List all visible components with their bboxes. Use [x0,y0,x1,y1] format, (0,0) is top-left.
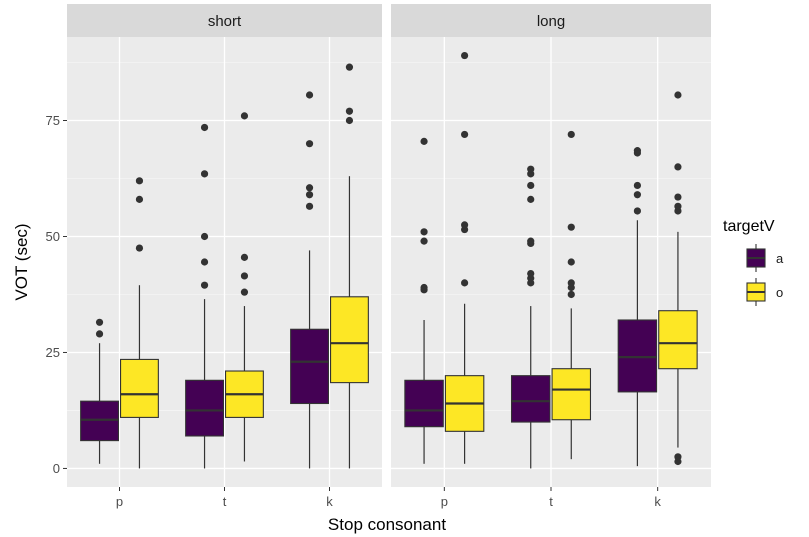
x-axis-title: Stop consonant [328,515,446,534]
box-t-o [225,112,264,462]
box-body [290,328,329,405]
outlier-point [527,269,535,278]
box-k-o [658,91,698,466]
outlier-point [674,453,682,461]
outlier-point [567,279,575,287]
outlier-point [527,195,535,203]
outlier-point [200,281,209,289]
outlier-point [633,207,642,215]
box-t-o [551,130,592,460]
outlier-point [135,177,144,185]
y-tick-label: 25 [46,345,60,360]
outlier-point [420,137,428,145]
facet-label: long [537,13,565,30]
outlier-point [567,223,575,231]
x-tick-label: t [223,494,227,509]
box-body [185,379,224,437]
legend-label: o [776,285,783,300]
facet-panels: short p t k long p t k [67,4,711,509]
outlier-point [461,221,469,229]
outlier-point [240,288,249,296]
outlier-point [305,202,314,210]
outlier-point [420,283,428,292]
outlier-point [345,116,354,125]
outlier-point [240,112,249,120]
outlier-point [567,130,575,139]
x-tick-label: t [549,494,553,509]
box-p-a [404,137,444,464]
legend-label: a [776,251,784,266]
outlier-point [420,237,428,245]
x-tick-label: p [116,494,123,509]
box-p-o [120,177,159,469]
outlier-point [240,272,249,280]
facet-strip [391,4,711,37]
outlier-point [527,165,535,173]
outlier-point [135,195,144,203]
outlier-point [461,51,469,60]
outlier-point [674,91,682,99]
outlier-point [200,170,209,178]
box-t-a [185,123,224,469]
outlier-point [200,258,209,266]
box-body [658,310,698,370]
facet-label: short [208,13,242,30]
box-p-a [80,318,120,464]
panel-short: short p t k [67,4,382,509]
box-body [329,296,369,384]
box-k-o [329,63,369,469]
legend-key-o: o [746,278,783,306]
facet-strip [67,4,382,37]
y-tick-label: 50 [46,229,60,244]
box-t-a [510,165,551,469]
box-k-a [290,91,329,469]
x-tick-label: k [326,494,333,509]
outlier-point [200,232,209,241]
outlier-point [633,181,642,190]
outlier-point [240,253,249,261]
outlier-point [527,237,535,245]
y-axis: 0 25 50 75 [46,113,67,476]
outlier-point [345,63,354,71]
outlier-point [674,193,682,201]
outlier-point [420,228,428,236]
outlier-point [305,191,314,199]
x-tick-label: k [654,494,661,509]
outlier-point [527,181,535,190]
panel-long: long p t k [391,4,711,509]
box-body [617,319,658,393]
outlier-point [674,163,682,171]
box-p-o [444,51,485,464]
y-tick-label: 0 [53,461,60,476]
outlier-point [461,130,469,139]
box-body [80,400,120,442]
outlier-point [461,279,469,287]
outlier-point [95,318,104,326]
outlier-point [567,258,575,266]
box-body [120,358,159,418]
outlier-point [135,244,144,252]
outlier-point [633,191,642,199]
outlier-point [567,290,575,299]
outlier-point [305,184,314,192]
outlier-point [345,107,354,115]
legend-title: targetV [723,218,775,235]
legend-key-a: a [746,244,784,272]
outlier-point [633,147,642,155]
legend: targetV a o [723,218,784,306]
x-tick-label: p [441,494,448,509]
box-k-a [617,147,658,467]
outlier-point [674,202,682,210]
box-body [551,368,592,421]
y-tick-label: 75 [46,113,60,128]
outlier-point [95,330,104,338]
outlier-point [305,140,314,148]
outlier-point [305,91,314,99]
box-body [404,379,444,428]
outlier-point [200,123,209,132]
box-body [510,375,551,423]
y-axis-title: VOT (sec) [12,223,31,300]
